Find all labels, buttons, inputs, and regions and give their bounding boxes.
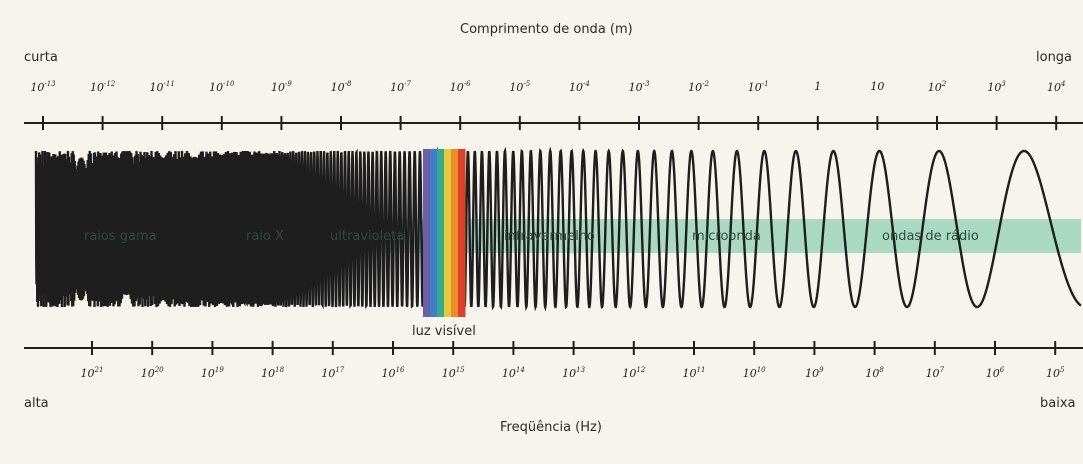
frequency-right-label: baixa (1040, 396, 1076, 411)
frequency-tick-label: 1018 (261, 366, 285, 380)
frequency-tick-label: 1013 (562, 366, 586, 380)
wavelength-tick-label: 10-1 (747, 80, 769, 94)
frequency-axis-ticks (91, 341, 1057, 355)
wavelength-tick-label: 103 (987, 80, 1006, 94)
electromagnetic-wave (34, 146, 1082, 312)
frequency-tick-label: 1014 (501, 366, 525, 380)
band-label-xray: raio X (246, 229, 284, 244)
frequency-tick-label: 107 (925, 366, 945, 380)
wavelength-axis-ticks (42, 116, 1058, 130)
frequency-axis-title: Freqüência (Hz) (500, 420, 602, 435)
band-label-microwave: microonda (692, 229, 761, 244)
spectrum-color-stripe (430, 149, 438, 317)
frequency-tick-label: 1016 (381, 366, 405, 380)
band-label-gamma: raios gama (84, 229, 157, 244)
frequency-tick-label: 105 (1045, 366, 1065, 380)
spectrum-color-stripe (423, 149, 431, 317)
wavelength-tick-label: 10-6 (449, 80, 471, 94)
wavelength-tick-label: 10-7 (390, 80, 412, 94)
frequency-tick-label: 106 (985, 366, 1005, 380)
band-label-radio: ondas de rádio (882, 229, 979, 244)
band-label-uv: ultravioleta (330, 229, 405, 244)
wavelength-tick-label: 10-11 (149, 80, 175, 94)
wavelength-tick-label: 10-4 (568, 80, 590, 94)
wavelength-right-label: longa (1036, 50, 1073, 65)
wavelength-tick-label: 1 (814, 80, 822, 93)
frequency-tick-label: 1017 (321, 366, 345, 380)
wavelength-tick-label: 102 (927, 80, 947, 94)
visible-spectrum-bar (423, 149, 466, 317)
wavelength-tick-label: 10-10 (209, 80, 235, 94)
frequency-tick-label: 1012 (622, 366, 646, 380)
spectrum-color-stripe (458, 149, 466, 317)
frequency-tick-label: 108 (865, 366, 884, 380)
frequency-tick-label: 1010 (742, 366, 766, 380)
wavelength-axis-title: Comprimento de onda (m) (460, 22, 633, 37)
wavelength-tick-label: 10-2 (688, 80, 710, 94)
frequency-left-label: alta (24, 396, 49, 411)
frequency-tick-label: 109 (805, 366, 824, 380)
frequency-tick-label: 1020 (140, 366, 164, 380)
spectrum-color-stripe (444, 149, 452, 317)
wavelength-tick-label: 10-9 (270, 80, 292, 94)
wavelength-tick-label: 10-3 (628, 80, 650, 94)
frequency-tick-label: 1019 (200, 366, 224, 380)
frequency-tick-label: 1015 (441, 366, 465, 380)
spectrum-color-stripe (437, 149, 445, 317)
frequency-tick-label: 1021 (80, 366, 104, 380)
frequency-tick-label: 1011 (682, 366, 706, 380)
wavelength-tick-label: 10-12 (89, 80, 116, 94)
wavelength-tick-label: 10-13 (30, 80, 56, 94)
wavelength-tick-label: 10 (870, 80, 885, 93)
visible-light-label: luz visível (412, 324, 476, 339)
wave-group (34, 146, 1082, 312)
wavelength-tick-label: 10-5 (509, 80, 531, 94)
band-label-infrared: infravermelho (504, 229, 596, 244)
spectrum-color-stripe (451, 149, 459, 317)
wavelength-tick-label: 10-8 (330, 80, 352, 94)
wavelength-tick-label: 104 (1046, 80, 1066, 94)
wavelength-left-label: curta (24, 50, 58, 65)
